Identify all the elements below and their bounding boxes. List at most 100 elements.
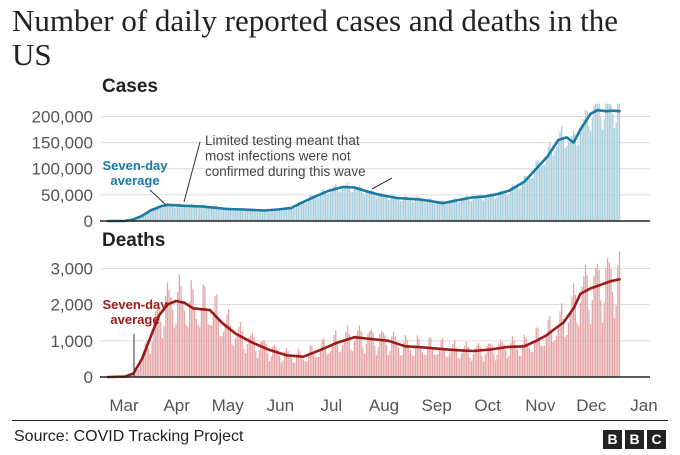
deaths-daily-bar (246, 344, 248, 377)
cases-daily-bar (367, 190, 369, 221)
cases-daily-bar (345, 184, 347, 221)
deaths-daily-bar (256, 358, 259, 377)
cases-panel: Cases 0 50,000 100,000 150,000 200,000 Seven-d… (32, 76, 650, 231)
cases-daily-bar (211, 208, 213, 221)
cases-daily-bar (312, 197, 315, 221)
cases-daily-bar (598, 103, 600, 221)
deaths-daily-bar (413, 355, 415, 377)
deaths-daily-bar (476, 345, 478, 377)
cases-daily-bar (489, 193, 492, 221)
deaths-daily-bar (589, 324, 592, 377)
cases-daily-bar (479, 194, 481, 221)
deaths-daily-bar (547, 319, 549, 377)
cases-daily-bar (246, 210, 248, 221)
cases-daily-bar (413, 201, 415, 221)
deaths-daily-bar (532, 352, 534, 377)
cases-daily-bar (392, 194, 395, 221)
cases-daily-bar (370, 190, 373, 221)
deaths-daily-bar (251, 332, 254, 377)
deaths-daily-bar (618, 251, 621, 377)
cases-daily-bar (438, 203, 441, 221)
cases-daily-bar (481, 198, 483, 221)
deaths-daily-bar (579, 302, 582, 377)
cases-daily-bar (338, 191, 340, 221)
deaths-daily-bar (255, 351, 257, 377)
cases-daily-bar (578, 144, 580, 221)
bbc-logo: B B C (603, 430, 666, 449)
deaths-daily-bar (360, 331, 362, 377)
cases-daily-bar (437, 203, 439, 221)
deaths-daily-bar (222, 331, 225, 377)
cases-daily-bar (516, 186, 519, 221)
cases-daily-bar (229, 208, 232, 221)
deaths-daily-bar (511, 336, 514, 377)
deaths-daily-bar (301, 356, 303, 377)
deaths-daily-bar (158, 306, 160, 377)
deaths-daily-bar (369, 331, 371, 377)
deaths-daily-bar (610, 268, 612, 377)
x-tick-label: Mar (109, 396, 139, 415)
cases-daily-bar (538, 166, 541, 221)
deaths-daily-bar (265, 343, 267, 377)
deaths-daily-bar (204, 286, 206, 377)
cases-daily-bar (440, 200, 442, 221)
cases-daily-bar (450, 201, 452, 221)
x-tick-label: Sep (422, 396, 452, 415)
deaths-daily-bar (452, 343, 454, 377)
deaths-daily-bar (557, 327, 559, 377)
deaths-daily-bar (481, 355, 483, 377)
deaths-daily-bar (148, 348, 150, 377)
cases-daily-bar (185, 207, 187, 221)
cases-daily-bar (472, 198, 475, 221)
deaths-daily-bar (190, 280, 192, 377)
deaths-daily-bar (338, 352, 340, 377)
cases-daily-bar (294, 208, 296, 221)
cases-daily-bar (525, 176, 527, 221)
deaths-daily-bar (177, 292, 179, 377)
deaths-daily-bar (149, 353, 152, 377)
cases-daily-bar (180, 204, 182, 221)
deaths-daily-bar (508, 355, 510, 377)
cases-daily-bar (301, 202, 303, 221)
cases-seven-day-average-line (106, 108, 621, 223)
cases-daily-bar (486, 194, 488, 221)
cases-daily-bar (542, 165, 544, 221)
cases-daily-bar (239, 207, 242, 221)
cases-daily-bar (530, 178, 532, 221)
cases-daily-bar (244, 211, 247, 221)
deaths-daily-bar (479, 345, 481, 377)
cases-y-tick-label: 150,000 (32, 134, 93, 153)
cases-daily-bar (527, 178, 529, 221)
cases-daily-bar (595, 103, 597, 221)
deaths-daily-bar (146, 340, 148, 377)
deaths-daily-bar (386, 345, 388, 377)
deaths-daily-bar (520, 355, 522, 377)
cases-daily-bar (250, 209, 252, 221)
cases-daily-bar (161, 208, 164, 221)
x-tick-label: Jan (630, 396, 657, 415)
cases-daily-bar (194, 206, 196, 221)
cases-daily-bar (178, 203, 181, 221)
cases-daily-bar (222, 209, 225, 221)
deaths-daily-bar (302, 359, 305, 377)
deaths-daily-bar (284, 351, 286, 377)
deaths-daily-bar (542, 345, 544, 377)
cases-daily-bar (188, 205, 191, 221)
deaths-daily-bar (394, 336, 396, 377)
deaths-daily-bar (447, 356, 449, 377)
cases-daily-bar (610, 104, 612, 221)
deaths-daily-bar (234, 338, 237, 377)
deaths-daily-bar (205, 310, 208, 377)
deaths-daily-bar (510, 342, 512, 377)
deaths-daily-bar (464, 345, 466, 377)
deaths-daily-bar (290, 357, 293, 377)
cases-daily-bar (435, 203, 437, 221)
cases-daily-bar (401, 201, 403, 221)
cases-daily-bar (612, 114, 614, 221)
cases-daily-bar (569, 140, 571, 221)
deaths-daily-bar (401, 354, 403, 377)
cases-daily-bar (171, 205, 174, 221)
cases-daily-bar (272, 209, 274, 221)
deaths-daily-bar (221, 336, 223, 377)
x-tick-label: Jul (320, 396, 342, 415)
